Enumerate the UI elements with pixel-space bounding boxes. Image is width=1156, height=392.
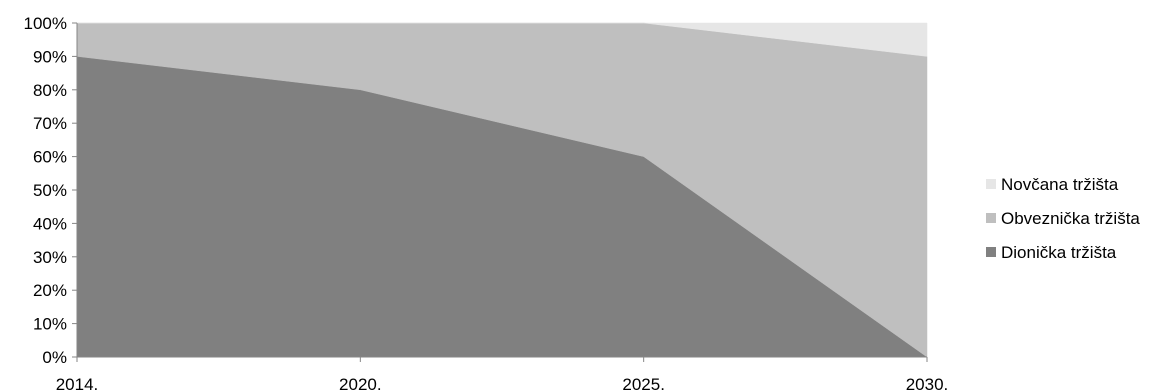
x-tick-label: 2020.	[339, 375, 382, 392]
legend-item: Obveznička tržišta	[986, 209, 1140, 228]
x-axis-tick-labels: 2014. 2020. 2025. 2030.	[56, 375, 949, 392]
y-tick-label: 70%	[33, 114, 67, 133]
legend-swatch	[986, 179, 996, 189]
plot-areas	[76, 22, 928, 358]
legend-label: Dionička tržišta	[1001, 243, 1117, 262]
x-tick-label: 2014.	[56, 375, 99, 392]
legend-swatch	[986, 247, 996, 257]
legend-swatch	[986, 213, 996, 223]
y-tick-label: 10%	[33, 315, 67, 334]
legend: Novčana tržišta Obveznička tržišta Dioničk…	[986, 175, 1140, 262]
legend-item: Novčana tržišta	[986, 175, 1119, 194]
area-series-2	[77, 22, 928, 57]
y-tick-label: 30%	[33, 248, 67, 267]
y-axis-tick-labels: 0% 10% 20% 30% 40% 50% 60% 70% 80% 90% 100%	[24, 14, 67, 367]
axes	[72, 22, 928, 362]
y-tick-label: 50%	[33, 181, 67, 200]
y-tick-label: 60%	[33, 148, 67, 167]
x-tick-label: 2030.	[906, 375, 949, 392]
y-tick-label: 80%	[33, 81, 67, 100]
legend-label: Obveznička tržišta	[1001, 209, 1140, 228]
y-tick-label: 0%	[42, 348, 67, 367]
y-tick-label: 100%	[24, 14, 67, 33]
y-tick-label: 40%	[33, 214, 67, 233]
y-tick-label: 90%	[33, 47, 67, 66]
legend-label: Novčana tržišta	[1001, 175, 1119, 194]
y-tick-label: 20%	[33, 281, 67, 300]
legend-item: Dionička tržišta	[986, 243, 1117, 262]
x-tick-label: 2025.	[622, 375, 665, 392]
